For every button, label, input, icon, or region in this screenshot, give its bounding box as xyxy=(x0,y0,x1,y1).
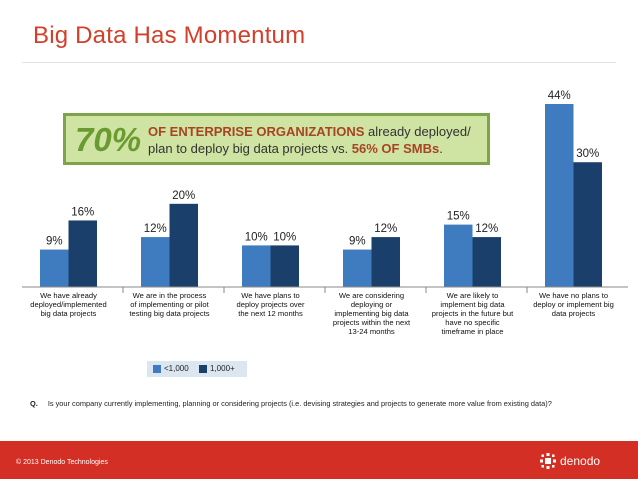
bar-small-5 xyxy=(545,104,574,287)
bar-large-0 xyxy=(68,220,97,287)
slide-title: Big Data Has Momentum xyxy=(33,22,306,49)
bar-small-0 xyxy=(40,249,69,287)
callout-mid-text: already deployed/ plan to deploy big dat… xyxy=(148,124,471,156)
callout-bold-1: OF ENTERPRISE ORGANIZATIONS xyxy=(148,124,365,139)
data-label-large-5: 30% xyxy=(576,148,599,160)
chart-legend: <1,000 1,000+ xyxy=(147,361,247,377)
legend-item-small: <1,000 xyxy=(153,364,189,373)
data-label-small-4: 15% xyxy=(447,211,470,223)
callout-percent: 70% xyxy=(75,121,142,158)
category-label-3: We are considering deploying or implementi… xyxy=(333,291,411,336)
bar-large-3 xyxy=(371,237,400,287)
denodo-logo-icon xyxy=(540,453,556,469)
bar-large-2 xyxy=(270,245,299,287)
callout-text: OF ENTERPRISE ORGANIZATIONS already depl… xyxy=(148,123,488,157)
data-label-large-4: 12% xyxy=(475,223,498,235)
category-label-2: We have plans to deploy projects over the … xyxy=(237,291,305,318)
bar-small-4 xyxy=(444,224,473,287)
bar-large-5 xyxy=(573,162,602,287)
data-label-large-3: 12% xyxy=(374,223,397,235)
legend-label-large: 1,000+ xyxy=(210,364,235,373)
data-label-large-2: 10% xyxy=(273,231,296,243)
callout-end-text: . xyxy=(439,141,443,156)
bar-small-2 xyxy=(242,245,271,287)
category-label-0: We have already deployed/implemented big d… xyxy=(30,291,106,318)
data-label-small-1: 12% xyxy=(144,223,167,235)
footer-bar xyxy=(0,441,638,479)
legend-swatch-large xyxy=(199,364,207,373)
data-label-small-0: 9% xyxy=(46,236,63,248)
question-label: Q. xyxy=(30,399,38,408)
legend-swatch-small xyxy=(153,364,161,373)
data-label-small-5: 44% xyxy=(548,90,571,102)
data-label-small-2: 10% xyxy=(245,231,268,243)
bar-large-1 xyxy=(169,203,198,287)
title-divider xyxy=(22,62,616,63)
bar-small-3 xyxy=(343,249,372,287)
legend-label-small: <1,000 xyxy=(164,364,189,373)
category-label-4: We are likely to implement big data projec… xyxy=(432,291,514,336)
bar-small-1 xyxy=(141,237,170,287)
category-label-1: We are in the process of implementing or … xyxy=(129,291,209,318)
survey-question: Q. Is your company currently implementing… xyxy=(30,399,552,408)
question-text: Is your company currently implementing, … xyxy=(47,399,552,408)
callout-bold-2: 56% OF SMBs xyxy=(351,141,440,156)
callout-box: 70% OF ENTERPRISE ORGANIZATIONS already … xyxy=(63,113,490,165)
logo-text: denodo xyxy=(560,454,601,468)
legend-item-large: 1,000+ xyxy=(199,364,235,373)
data-label-large-1: 20% xyxy=(172,190,195,202)
denodo-logo: denodo xyxy=(540,453,600,469)
data-label-large-0: 16% xyxy=(71,206,94,218)
bar-chart: 9% 16% We have already deployed/implemented… xyxy=(22,90,628,336)
bar-large-4 xyxy=(472,237,501,287)
data-label-small-3: 9% xyxy=(349,236,366,248)
category-label-5: We have no plans to deploy or implement b… xyxy=(533,291,614,318)
copyright-text: © 2013 Denodo Technologies xyxy=(16,459,108,466)
